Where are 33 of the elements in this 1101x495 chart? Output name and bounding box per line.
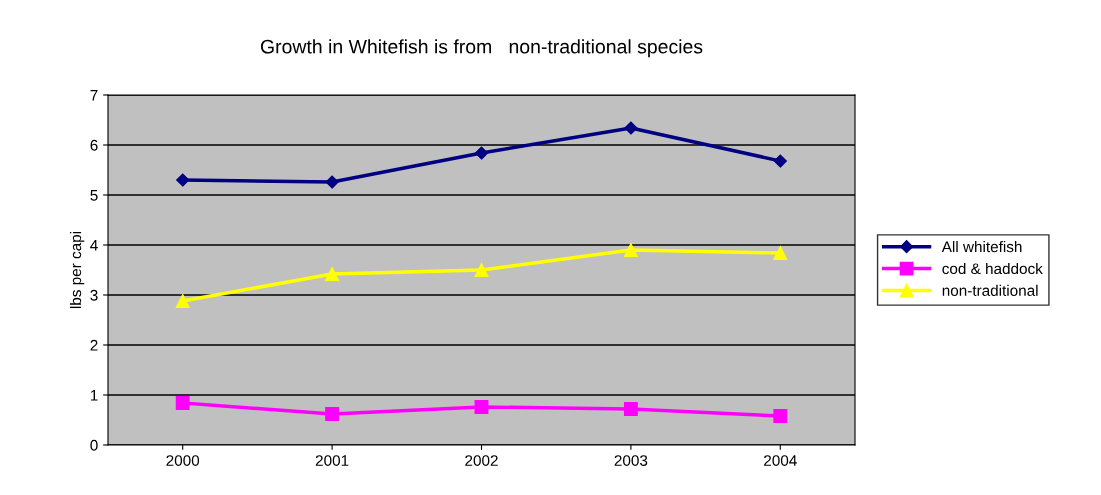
y-tick-label: 4 [90, 240, 98, 251]
point [175, 294, 190, 308]
y-tick-label: 3 [90, 289, 98, 301]
point [325, 407, 340, 421]
y-tick-label: 7 [90, 90, 98, 101]
point [624, 121, 638, 135]
point [474, 263, 489, 277]
chart-title: Growth in Whitefish is from non-traditional species [260, 39, 703, 58]
legend-label: non-traditional [942, 284, 1038, 296]
x-tick-label: 2000 [166, 455, 200, 466]
point [474, 400, 489, 414]
legend-label: cod & haddock [942, 262, 1043, 275]
x-tick-label: 2004 [764, 455, 797, 466]
x-tick-label: 2002 [465, 455, 498, 466]
y-tick-label: 0 [90, 439, 98, 451]
y-axis-title: lbs per capi [69, 231, 85, 309]
point [474, 146, 489, 160]
y-tick-label: 5 [90, 190, 98, 201]
point [773, 409, 788, 423]
point [623, 243, 638, 257]
x-tick-label: 2003 [614, 455, 648, 466]
y-tick-label: 6 [90, 139, 98, 151]
point [773, 154, 787, 168]
y-tick-label: 1 [90, 390, 98, 401]
x-tick-label: 2001 [315, 455, 349, 466]
point [175, 396, 190, 410]
point [325, 267, 340, 281]
point [176, 173, 190, 187]
point [773, 246, 788, 260]
y-tick-label: 2 [90, 339, 98, 351]
legend-label: All whitefish [941, 241, 1022, 253]
point [325, 175, 339, 189]
point [623, 402, 638, 416]
